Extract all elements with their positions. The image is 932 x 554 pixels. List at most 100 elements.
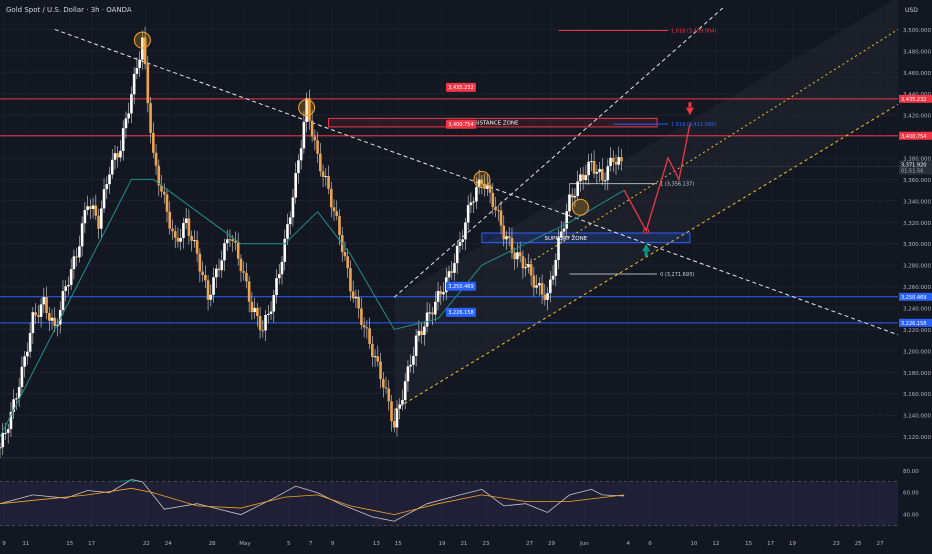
- candle-body: [409, 364, 412, 367]
- candle-body: [442, 292, 445, 295]
- candle-body: [401, 400, 404, 405]
- candle-body: [297, 160, 300, 174]
- candle-body: [61, 290, 65, 310]
- candle-body: [253, 307, 256, 313]
- candle-body: [538, 283, 541, 286]
- fib-label: 0 (3,271.693): [660, 272, 694, 278]
- candle-body: [527, 264, 530, 268]
- candle-body: [343, 252, 347, 257]
- price-grid: [0, 8, 898, 530]
- candle-body: [568, 194, 571, 212]
- candle-body: [102, 189, 106, 209]
- candle-body: [80, 223, 84, 247]
- support-axis-tag: [899, 292, 932, 301]
- candle-body: [245, 272, 248, 282]
- candle-body: [472, 201, 475, 203]
- candle-body: [450, 271, 454, 273]
- candle-body: [477, 179, 481, 188]
- candle-body: [466, 205, 470, 223]
- candle-body: [173, 231, 177, 238]
- support-level-badge-label: 3,226.158: [448, 310, 473, 316]
- candle-body: [190, 235, 193, 241]
- candle-body: [127, 113, 130, 119]
- candle-body: [507, 236, 511, 238]
- candle-body: [327, 176, 330, 189]
- candle-body: [360, 308, 363, 325]
- candle-body: [540, 283, 544, 295]
- current-price-tag: [899, 160, 932, 175]
- candle-body: [387, 388, 391, 402]
- candle-body: [390, 401, 393, 422]
- candle-body: [121, 128, 125, 151]
- candle-body: [371, 343, 374, 358]
- candle-body: [513, 252, 517, 260]
- candle-body: [518, 252, 522, 257]
- candle-body: [198, 253, 202, 272]
- candle-body: [423, 326, 426, 335]
- resistance-zone-label: RESISTANCE ZONE: [467, 121, 519, 127]
- candle-body: [491, 192, 495, 207]
- time-tick-label: 22: [143, 541, 150, 547]
- candle-body: [351, 291, 355, 299]
- candle-body: [579, 174, 582, 182]
- candle-body: [113, 153, 117, 160]
- candle-body: [154, 152, 158, 166]
- candle-body: [212, 277, 215, 295]
- candle-body: [288, 217, 292, 225]
- resistance-axis-label: 3,435.232: [901, 97, 926, 103]
- support-zone-label: SUPPORT ZONE: [545, 236, 588, 242]
- projection-path: [623, 123, 691, 233]
- fib-label: 1.618 (3,411.568): [671, 122, 716, 128]
- candle-body: [496, 210, 500, 212]
- candle-body: [319, 153, 322, 172]
- candle-body: [58, 309, 62, 325]
- support-axis-label: 3,250.469: [901, 295, 926, 301]
- price-tick-label: 3,200.000: [903, 349, 931, 355]
- candle-body: [414, 335, 418, 356]
- resistance-axis-tag: [899, 94, 932, 103]
- candle-body: [91, 205, 95, 210]
- candle-body: [130, 94, 133, 114]
- candle-body: [116, 153, 120, 158]
- candle-body: [595, 172, 599, 174]
- candle-body: [184, 218, 188, 224]
- candle-body: [554, 260, 558, 276]
- candle-body: [447, 271, 451, 278]
- candle-body: [20, 366, 24, 387]
- candles-layer: [0, 26, 623, 458]
- candle-body: [603, 180, 607, 182]
- candle-body: [37, 315, 40, 317]
- candle-body: [332, 207, 336, 212]
- candle-body: [105, 184, 109, 190]
- fib-label: 1.618 (3,499.004): [671, 28, 716, 34]
- time-tick-label: 17: [88, 541, 95, 547]
- candle-body: [524, 267, 527, 269]
- candle-body: [28, 333, 32, 352]
- candle-body: [26, 351, 29, 357]
- candle-body: [453, 263, 456, 273]
- rsi-panel: [0, 479, 625, 522]
- channel-mid-line: [525, 29, 899, 266]
- candle-body: [606, 166, 610, 181]
- candle-body: [214, 268, 218, 278]
- rsi-band: [0, 481, 898, 526]
- candle-body: [431, 312, 434, 315]
- candle-body: [242, 271, 245, 273]
- candle-body: [335, 211, 339, 216]
- candle-body: [108, 174, 111, 185]
- candle-body: [324, 176, 328, 178]
- price-tick-label: 3,360.000: [903, 178, 931, 184]
- candle-body: [384, 387, 388, 389]
- candle-body: [398, 404, 402, 409]
- candle-body: [64, 286, 68, 291]
- rsi-tick-label: 60.00: [903, 491, 919, 497]
- time-tick-label: 19: [439, 541, 446, 547]
- candle-body: [617, 157, 621, 165]
- candle-body: [406, 366, 410, 382]
- support-zone: [481, 232, 691, 244]
- candle-body: [195, 240, 199, 254]
- candle-body: [31, 312, 35, 334]
- candle-body: [94, 205, 98, 216]
